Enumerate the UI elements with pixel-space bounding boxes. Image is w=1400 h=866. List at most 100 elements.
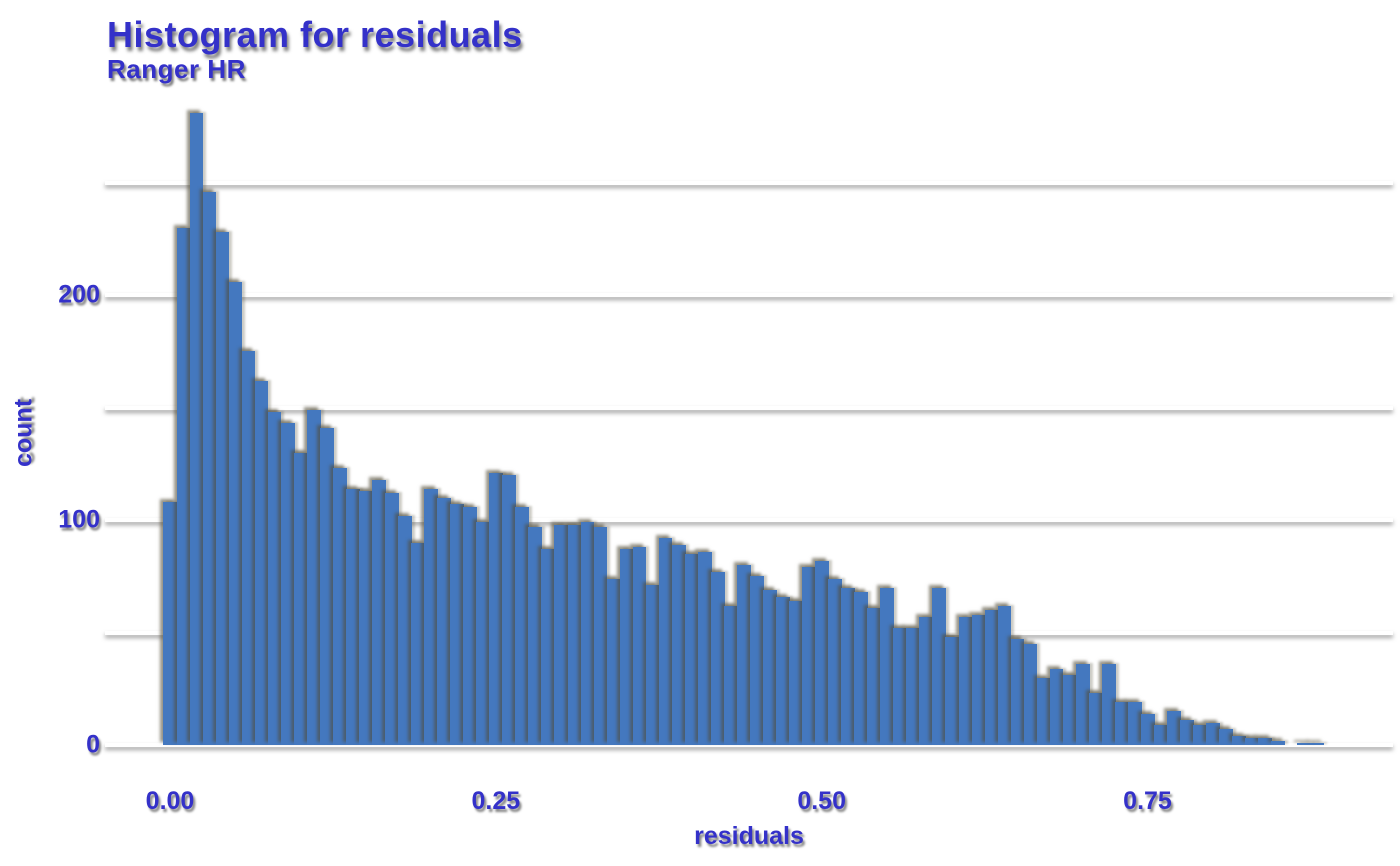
histogram-bar <box>1062 675 1077 745</box>
histogram-bar <box>1206 722 1220 745</box>
histogram-bar <box>1010 639 1025 745</box>
histogram-bar <box>450 504 464 745</box>
histogram-bar <box>984 610 999 745</box>
histogram-bar <box>228 281 243 745</box>
histogram-bar <box>515 506 530 745</box>
gridline <box>105 743 1393 747</box>
histogram-bar <box>567 524 582 745</box>
histogram-bar <box>502 475 517 745</box>
histogram-bar <box>1219 729 1233 745</box>
histogram-bar <box>489 472 504 745</box>
histogram-bar <box>632 547 647 745</box>
histogram-bar <box>580 522 595 745</box>
histogram-bar <box>385 493 399 745</box>
histogram-bar <box>1140 713 1155 745</box>
histogram-bar <box>241 351 256 745</box>
x-tick-label: 0.50 <box>797 787 847 815</box>
histogram-bar <box>541 549 556 745</box>
histogram-bar <box>398 515 412 745</box>
histogram-bar <box>1127 702 1142 745</box>
histogram-bar <box>867 607 881 745</box>
histogram-bar <box>332 468 347 745</box>
histogram-bar <box>372 479 386 745</box>
histogram-bar <box>619 549 634 745</box>
histogram-bar <box>1297 742 1312 745</box>
gridline <box>105 180 1393 185</box>
x-tick-label: 0.75 <box>1123 787 1172 815</box>
histogram-bar <box>1193 724 1207 745</box>
chart-title: Histogram for residuals <box>107 14 523 55</box>
histogram-bar <box>215 232 230 745</box>
histogram-bar <box>476 522 490 745</box>
histogram-bar <box>1088 693 1103 745</box>
histogram-bar <box>411 542 425 745</box>
y-tick-label: 100 <box>58 505 100 534</box>
histogram-bar <box>437 497 451 745</box>
gridline <box>105 293 1393 297</box>
histogram-bar <box>293 452 308 745</box>
histogram-bar <box>1258 738 1273 745</box>
histogram-bar <box>1049 668 1064 745</box>
x-axis-title: residuals <box>694 822 804 850</box>
histogram-bar <box>828 578 842 745</box>
histogram-bar <box>528 526 543 745</box>
x-tick-label: 0.25 <box>471 787 521 815</box>
histogram-bar <box>358 490 373 745</box>
histogram-bar <box>802 567 816 745</box>
histogram-bar <box>280 423 295 745</box>
histogram-bar <box>997 605 1012 745</box>
x-tick-label: 0.00 <box>145 787 195 815</box>
histogram-bar <box>841 587 855 745</box>
histogram-bar <box>1101 664 1116 745</box>
gridline <box>105 518 1393 522</box>
histogram-bar <box>932 587 947 745</box>
histogram-bar <box>749 576 764 745</box>
y-axis-title: count <box>9 398 38 468</box>
histogram-bar <box>1245 738 1259 745</box>
histogram-bar <box>684 553 699 745</box>
histogram-bar <box>736 565 751 745</box>
histogram-bar <box>189 112 204 745</box>
histogram-bar <box>606 578 621 745</box>
histogram-bar <box>645 585 660 745</box>
histogram-bar <box>176 227 191 745</box>
histogram-bar <box>1232 736 1246 745</box>
histogram-bar <box>945 637 960 745</box>
histogram-bar <box>1310 742 1325 745</box>
histogram-bar <box>267 412 282 745</box>
histogram-bar <box>893 628 908 745</box>
histogram-bar <box>463 506 477 745</box>
histogram-bar <box>763 589 777 745</box>
gridline <box>105 405 1393 410</box>
histogram-bar <box>1114 702 1129 745</box>
histogram-bar <box>971 614 986 745</box>
histogram-bar <box>919 616 934 745</box>
histogram-bar <box>254 380 269 745</box>
histogram-bar <box>1154 724 1168 745</box>
histogram-bar <box>710 571 725 745</box>
histogram-bar <box>815 560 829 745</box>
histogram-bar <box>880 587 895 745</box>
histogram-bar <box>1023 643 1038 745</box>
histogram-bar <box>202 191 217 745</box>
histogram-bar <box>671 544 686 745</box>
y-tick-label: 0 <box>86 730 100 759</box>
histogram-bar <box>593 526 608 745</box>
histogram-bar <box>1180 720 1194 745</box>
chart-subtitle: Ranger HR <box>107 54 246 84</box>
histogram-bar <box>1036 677 1051 745</box>
histogram-bar <box>163 502 178 745</box>
histogram-bar <box>906 628 921 745</box>
y-tick-label: 200 <box>58 280 100 309</box>
histogram-bar <box>1271 740 1286 745</box>
histogram-bar <box>1075 664 1090 745</box>
histogram-bar <box>1167 711 1181 745</box>
histogram-bar <box>424 488 438 745</box>
histogram-bar <box>345 488 360 745</box>
histogram-bar <box>854 592 868 745</box>
histogram-bar <box>554 524 569 745</box>
histogram-bar <box>958 616 973 745</box>
histogram-bar <box>723 605 738 745</box>
histogram-bar <box>776 596 790 745</box>
